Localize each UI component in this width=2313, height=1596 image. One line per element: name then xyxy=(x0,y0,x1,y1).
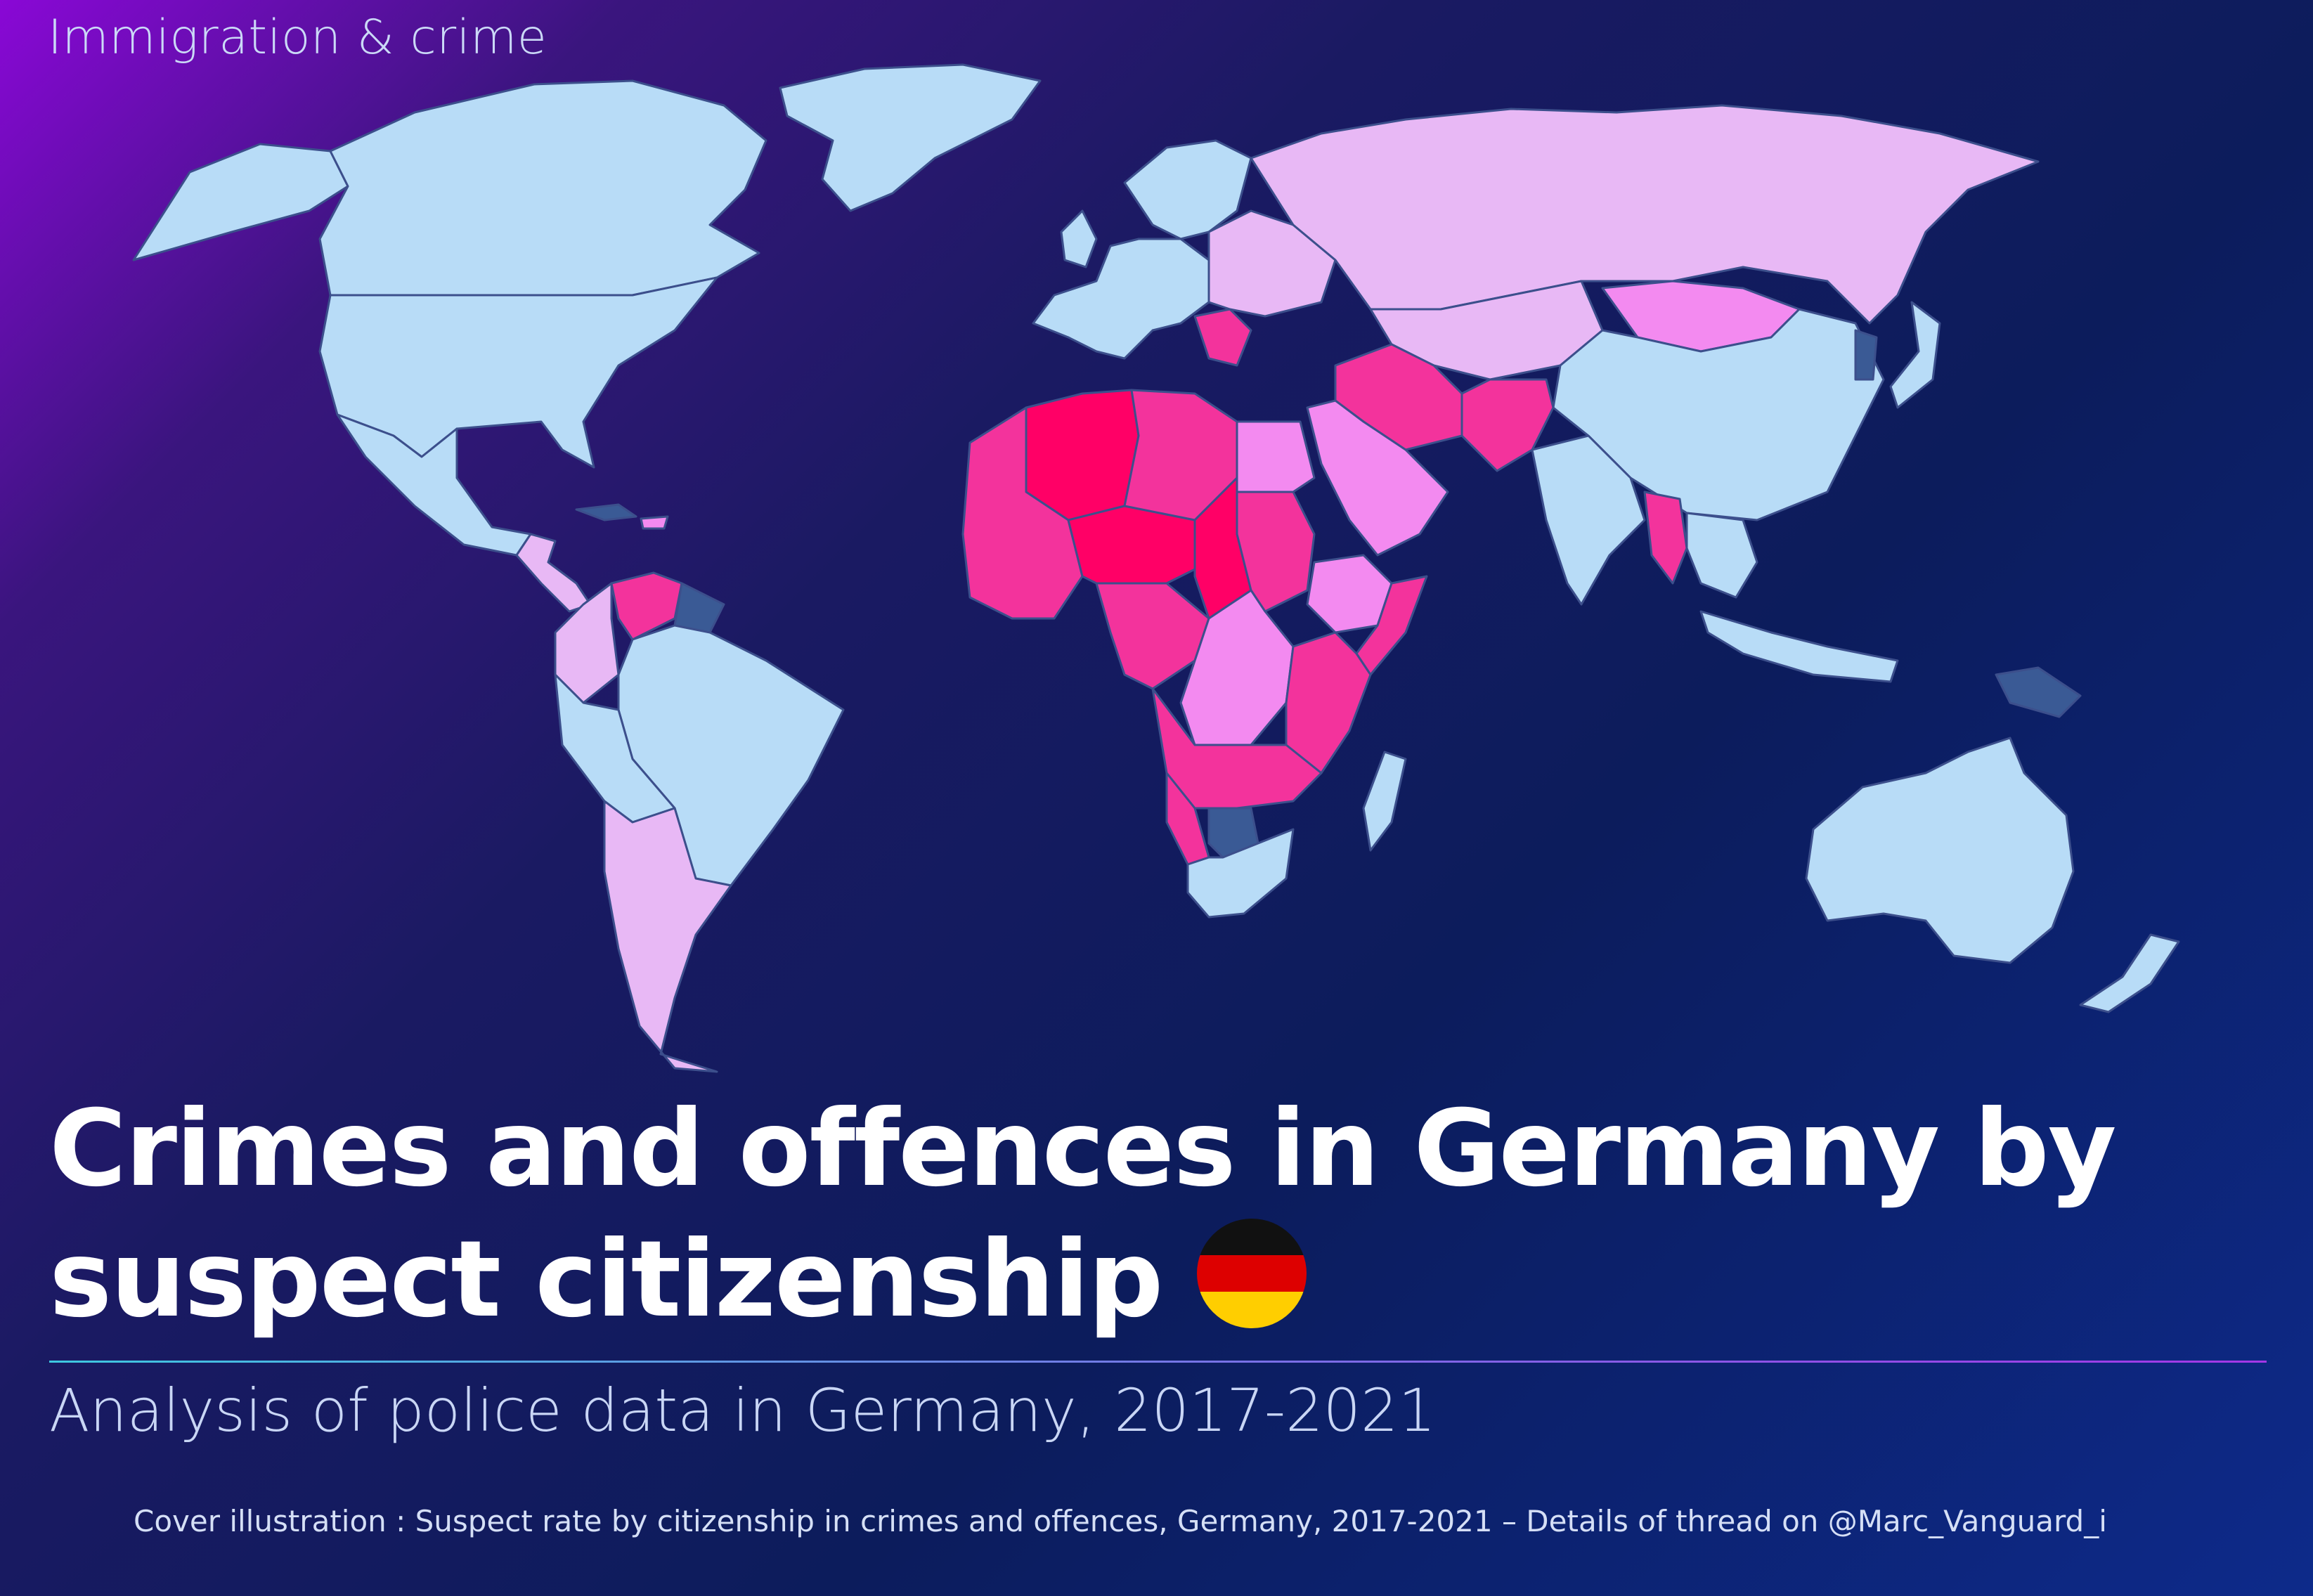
subtitle: Analysis of police data in Germany, 2017… xyxy=(49,1376,1436,1445)
region-arabian-peninsula xyxy=(1306,399,1449,557)
region-indonesia xyxy=(1699,610,1899,683)
map-svg xyxy=(132,63,2180,1073)
region-central-africa xyxy=(1095,582,1210,690)
main-title: Crimes and offences in Germany by suspec… xyxy=(49,1084,2158,1345)
region-southeast-asia xyxy=(1685,512,1758,599)
region-canada xyxy=(318,79,767,297)
flag-stripe-black xyxy=(1197,1219,1307,1255)
region-hispaniola xyxy=(640,515,669,530)
region-argentina-chile xyxy=(603,800,732,1073)
region-myanmar xyxy=(1643,491,1688,585)
region-india xyxy=(1531,434,1646,606)
flag-stripe-gold xyxy=(1197,1292,1307,1328)
flag-stripe-red xyxy=(1197,1255,1307,1292)
region-alaska xyxy=(132,143,349,261)
region-guianas xyxy=(673,582,725,634)
region-afghanistan-pakistan xyxy=(1460,378,1555,472)
title-line-2: suspect citizenship xyxy=(49,1214,2158,1345)
region-japan xyxy=(1889,301,1941,409)
region-scandinavia xyxy=(1123,139,1252,240)
region-cuba xyxy=(575,503,637,521)
region-new-zealand xyxy=(2079,933,2180,1013)
region-sudan xyxy=(1236,491,1316,613)
region-greenland xyxy=(779,63,1042,212)
region-central-america xyxy=(515,533,592,613)
title-line-1: Crimes and offences in Germany by xyxy=(49,1088,2117,1210)
germany-flag-icon xyxy=(1197,1219,1307,1328)
region-venezuela xyxy=(610,571,683,641)
caption: Cover illustration : Suspect rate by cit… xyxy=(134,1504,2107,1538)
world-choropleth-map xyxy=(132,63,2180,1073)
region-balkans xyxy=(1193,308,1252,367)
region-papua-new-guinea xyxy=(1995,666,2082,718)
region-madagascar xyxy=(1362,751,1407,852)
region-western-europe xyxy=(1032,238,1210,360)
region-australia xyxy=(1805,737,2075,964)
region-egypt xyxy=(1236,420,1316,493)
region-east-africa xyxy=(1285,631,1372,774)
divider-rule xyxy=(49,1361,2267,1363)
region-eastern-europe xyxy=(1207,209,1337,318)
region-south-africa xyxy=(1186,828,1295,919)
kicker-label: Immigration & crime xyxy=(48,10,548,65)
region-uk xyxy=(1060,209,1098,268)
region-korea xyxy=(1854,329,1878,381)
region-mexico xyxy=(336,413,532,557)
title-line-2-text: suspect citizenship xyxy=(49,1219,1163,1341)
region-west-africa xyxy=(961,406,1084,620)
region-algeria xyxy=(1025,389,1140,521)
